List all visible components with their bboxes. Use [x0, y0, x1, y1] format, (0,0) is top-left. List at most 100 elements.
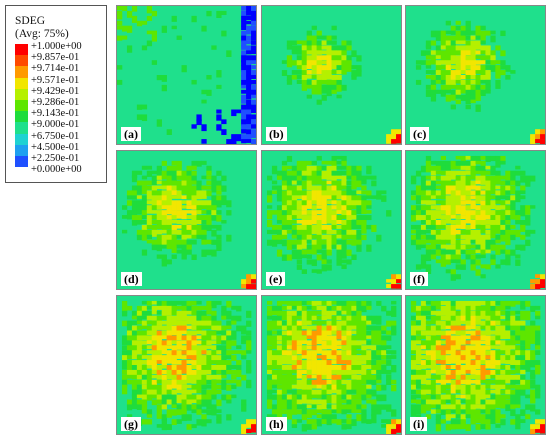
contour-cell	[181, 384, 187, 390]
contour-cell	[206, 305, 212, 311]
contour-cell	[346, 325, 352, 331]
contour-cell	[440, 350, 447, 357]
contour-cell	[151, 224, 158, 231]
contour-cell	[191, 124, 197, 129]
contour-cell	[161, 244, 167, 249]
contour-cell	[455, 205, 461, 211]
legend-swatch-9	[15, 144, 28, 156]
contour-cell	[176, 249, 182, 254]
contour-cell	[291, 399, 298, 405]
contour-cell	[430, 170, 437, 176]
contour-cell	[171, 335, 177, 341]
contour-cell	[141, 224, 148, 231]
contour-cell	[161, 205, 167, 210]
contour-cell	[161, 239, 167, 246]
contour-cell	[460, 419, 466, 425]
contour-cell	[201, 229, 207, 237]
contour-cell	[151, 315, 158, 321]
contour-cell	[241, 70, 247, 77]
contour-cell	[331, 75, 337, 81]
contour-cell	[500, 180, 506, 186]
contour-cell	[321, 210, 327, 218]
contour-cell	[460, 355, 466, 363]
contour-cell	[156, 180, 162, 185]
contour-cell	[191, 190, 197, 198]
contour-cell	[321, 394, 327, 401]
contour-cell	[490, 220, 496, 226]
contour-cell	[470, 379, 476, 384]
contour-cell	[336, 165, 342, 170]
contour-cell	[271, 180, 278, 185]
contour-cell	[251, 20, 256, 26]
panel-label: (g)	[121, 417, 141, 431]
contour-cell	[410, 374, 417, 381]
contour-cell	[321, 175, 327, 180]
contour-cell	[450, 374, 456, 380]
contour-cell	[475, 165, 481, 172]
contour-cell	[460, 195, 466, 201]
contour-cell	[376, 300, 382, 306]
contour-cell	[515, 229, 521, 238]
contour-cell	[131, 365, 138, 371]
contour-cell	[186, 335, 192, 342]
contour-cell	[356, 195, 362, 202]
contour-cell	[236, 325, 242, 332]
contour-cell	[445, 210, 451, 217]
contour-cell	[161, 325, 167, 331]
contour-cell	[306, 414, 312, 418]
contour-cell	[435, 185, 442, 189]
contour-cell	[266, 340, 273, 345]
contour-cell	[286, 315, 293, 322]
contour-cell	[206, 369, 212, 375]
contour-cell	[271, 365, 278, 370]
contour-cell	[331, 210, 337, 216]
contour-cell	[136, 335, 143, 341]
contour-cell	[455, 210, 461, 215]
contour-cell	[311, 369, 317, 375]
contour-cell	[221, 374, 227, 379]
contour-plot	[406, 6, 545, 144]
contour-cell	[336, 409, 342, 414]
contour-cell	[136, 114, 143, 120]
contour-cell	[296, 384, 303, 390]
contour-cell	[311, 305, 317, 311]
contour-cell	[181, 175, 187, 183]
contour-cell	[296, 175, 303, 181]
contour-cell	[495, 70, 501, 77]
contour-cell	[146, 220, 153, 226]
contour-cell	[445, 360, 451, 364]
contour-cell	[490, 60, 496, 65]
contour-cell	[191, 170, 197, 177]
contour-cell	[455, 160, 461, 167]
contour-cell	[450, 360, 456, 364]
contour-cell	[301, 330, 307, 336]
contour-cell	[465, 355, 471, 363]
contour-cell	[430, 200, 437, 205]
contour-cell	[121, 384, 128, 391]
contour-cell	[391, 274, 397, 282]
contour-cell	[186, 229, 192, 235]
contour-cell	[246, 35, 252, 41]
contour-plot	[117, 6, 256, 144]
contour-cell	[271, 229, 278, 235]
contour-cell	[331, 200, 337, 205]
contour-cell	[525, 340, 531, 346]
contour-cell	[410, 239, 417, 246]
contour-cell	[440, 195, 447, 200]
contour-cell	[346, 40, 352, 46]
contour-cell	[211, 310, 217, 317]
contour-cell	[510, 315, 516, 324]
legend-value: +9.143e-01	[31, 108, 80, 120]
contour-cell	[151, 360, 158, 368]
contour-cell	[171, 330, 177, 336]
contour-cell	[450, 320, 456, 326]
contour-cell	[351, 305, 357, 312]
contour-panel-g: (g)	[116, 295, 257, 435]
contour-cell	[465, 229, 471, 236]
contour-cell	[440, 205, 447, 212]
contour-cell	[131, 15, 138, 23]
contour-cell	[455, 60, 461, 66]
contour-cell	[425, 75, 432, 79]
contour-cell	[490, 254, 496, 262]
contour-cell	[331, 244, 337, 249]
